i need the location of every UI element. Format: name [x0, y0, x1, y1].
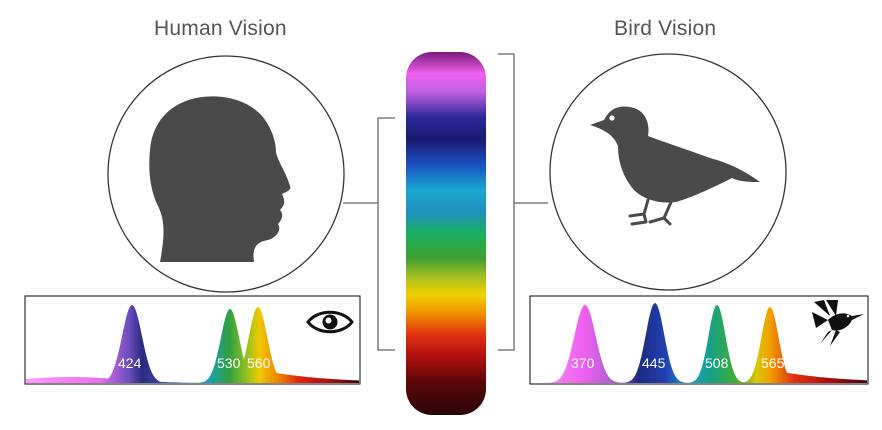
bird-silhouette — [590, 106, 760, 226]
visible-spectrum-bar — [406, 52, 486, 415]
bird-eye — [609, 115, 615, 121]
bird-vision-title: Bird Vision — [614, 17, 717, 40]
peak-label-508: 508 — [705, 355, 729, 371]
peak-label-445: 445 — [642, 355, 666, 371]
left-bracket — [343, 117, 395, 351]
hummingbird-icon — [812, 300, 864, 346]
human-head-silhouette — [149, 96, 291, 262]
bird-sensitivity-curve — [531, 303, 867, 383]
peak-label-565: 565 — [761, 355, 785, 371]
peak-label-560: 560 — [247, 355, 271, 371]
peak-label-530: 530 — [217, 355, 241, 371]
bird-circle — [549, 53, 787, 291]
human-head-circle — [107, 55, 345, 293]
human-vision-title: Human Vision — [154, 17, 287, 40]
human-spectrum-panel: 424 530 560 — [24, 295, 361, 385]
peak-label-424: 424 — [118, 355, 142, 371]
bird-spectrum-panel: 370 445 508 565 — [529, 295, 869, 385]
peak-label-370: 370 — [571, 355, 595, 371]
right-bracket — [498, 53, 548, 351]
eye-icon — [306, 310, 354, 334]
